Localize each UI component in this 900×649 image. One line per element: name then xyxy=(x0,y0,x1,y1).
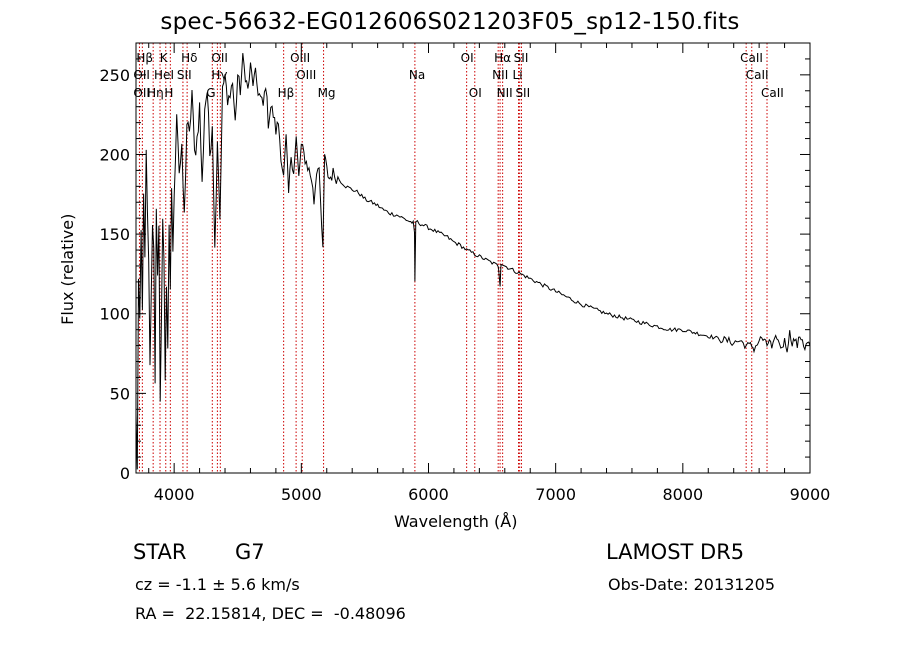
coordinates: RA = 22.15814, DEC = -0.48096 xyxy=(135,604,406,623)
x-axis-label: Wavelength (Å) xyxy=(394,512,518,531)
y-axis-label: Flux (relative) xyxy=(58,213,77,325)
spectral-line-label: CaII xyxy=(740,51,763,65)
y-tick-label: 200 xyxy=(99,145,130,164)
observation-date: Obs-Date: 20131205 xyxy=(608,575,776,594)
spectral-line-label: H xyxy=(164,86,173,100)
x-tick-label: 8000 xyxy=(662,485,703,504)
spectrum-line xyxy=(136,53,810,470)
y-tick-label: 150 xyxy=(99,225,130,244)
y-tick-label: 0 xyxy=(120,464,130,483)
subclass: G7 xyxy=(235,540,265,564)
spectral-line-label: OII xyxy=(133,86,150,100)
spectral-line-label: SII xyxy=(515,86,530,100)
plot-frame-box xyxy=(135,42,811,474)
spectral-line-label: OIII xyxy=(290,51,310,65)
spectral-line-label: K xyxy=(160,51,169,65)
spectral-line-label: G xyxy=(206,86,215,100)
x-tick-label: 7000 xyxy=(535,485,576,504)
spectral-line-label: Li xyxy=(513,68,523,82)
spectral-line-label: HeI xyxy=(154,68,174,82)
x-tick-label: 9000 xyxy=(790,485,831,504)
spectral-line-label: OIII xyxy=(296,68,316,82)
plot-frame xyxy=(135,42,811,474)
spectral-line-label: Hα xyxy=(494,51,511,65)
chart-title: spec-56632-EG012606S021203F05_sp12-150.f… xyxy=(160,9,740,35)
spectral-line-label: Na xyxy=(409,68,425,82)
x-tick-label: 6000 xyxy=(408,485,449,504)
spectral-line-markers xyxy=(138,43,768,473)
spectral-line-label: NII xyxy=(492,68,508,82)
spectral-line-label: OI xyxy=(461,51,474,65)
spectral-line-label: NII xyxy=(497,86,513,100)
axis-ticks: 4000 5000 6000 7000 8000 9000 0 50 100 150 200 250 xyxy=(99,43,830,504)
survey-name: LAMOST DR5 xyxy=(606,540,745,564)
spectral-line-label: Hβ xyxy=(136,51,153,65)
spectral-line-label: Mg xyxy=(318,86,336,100)
redshift-cz: cz = -1.1 ± 5.6 km/s xyxy=(135,575,300,594)
spectral-line-label: SII xyxy=(177,68,192,82)
y-tick-label: 250 xyxy=(99,66,130,85)
spectral-line-label: OI xyxy=(469,86,482,100)
spectral-line-label: OII xyxy=(211,51,228,65)
spectral-line-label: OII xyxy=(133,68,150,82)
spectral-line-label: SII xyxy=(514,51,529,65)
spectral-line-label: Hδ xyxy=(181,51,197,65)
spectrum-series xyxy=(136,53,810,470)
spectral-line-label: Hγ xyxy=(211,68,227,82)
spectral-line-label: Hβ xyxy=(278,86,295,100)
y-tick-label: 100 xyxy=(99,305,130,324)
spectral-line-label: CaII xyxy=(761,86,784,100)
x-tick-label: 4000 xyxy=(154,485,195,504)
y-axis-label-wrap: Flux (relative) xyxy=(47,144,85,325)
spectral-line-label: CaII xyxy=(746,68,769,82)
y-tick-label: 50 xyxy=(110,384,130,403)
object-type: STAR xyxy=(133,540,187,564)
spectral-line-label: Hη xyxy=(147,86,164,100)
x-tick-label: 5000 xyxy=(281,485,322,504)
